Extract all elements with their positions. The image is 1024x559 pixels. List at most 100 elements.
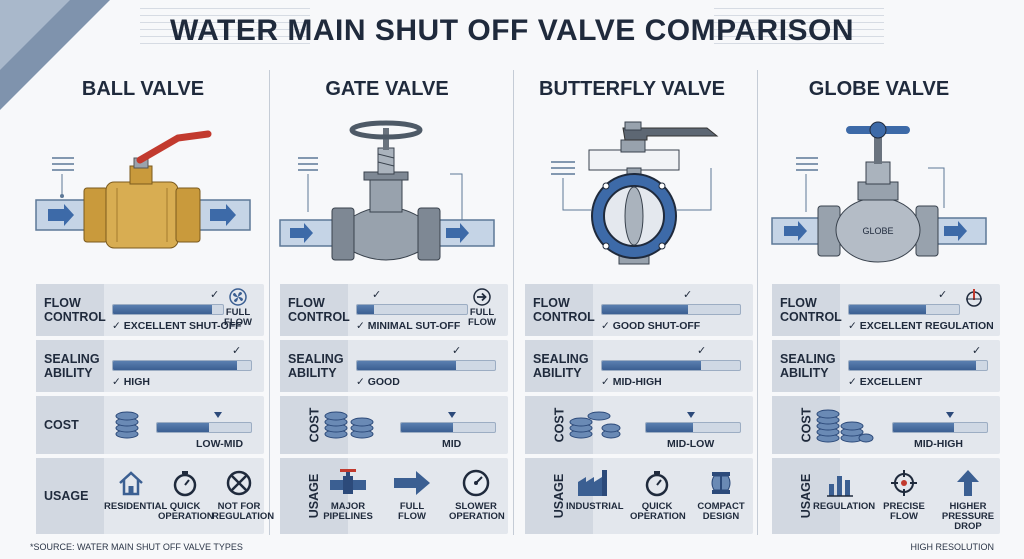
regulation-indicator — [954, 288, 994, 310]
fan-icon — [229, 288, 247, 306]
check-icon: ✓ — [683, 289, 693, 301]
row-label: SEALING ABILITY — [525, 340, 593, 392]
sealing-ability-bar — [356, 360, 496, 371]
cost-row: COST MID-HIGH — [772, 396, 1000, 454]
check-icon: ✓ — [697, 345, 707, 357]
row-label: FLOW CONTROL — [525, 284, 595, 336]
flow-control-row: FLOW CONTROL ✓ ✓ EXCELLENT SHUT-OFF FULL… — [36, 284, 264, 336]
globe-body-label: GLOBE — [862, 226, 893, 236]
column-divider — [513, 70, 514, 535]
row-label: USAGE — [280, 458, 348, 534]
valve-column-butterfly: BUTTERFLY VALVE FLOW CONTROL ✓ ✓ GOOD SH… — [511, 60, 753, 536]
cost-marker — [448, 412, 456, 418]
check-icon: ✓ — [972, 345, 982, 357]
cost-row: COST LOW-MID — [36, 396, 264, 454]
house-icon — [119, 471, 143, 496]
crosshair-icon — [891, 470, 917, 496]
column-divider — [757, 70, 758, 535]
sealing-ability-bar — [848, 360, 988, 371]
pressure-drop-icon — [957, 470, 979, 496]
flow-control-text: ✓ EXCELLENT SHUT-OFF — [112, 320, 242, 332]
stopwatch-icon — [645, 471, 669, 497]
usage-item: QUICK OPERATION — [630, 468, 686, 522]
page-title: WATER MAIN SHUT OFF VALVE COMPARISON — [169, 14, 855, 47]
check-icon: ✓ — [938, 289, 948, 301]
cost-bar — [645, 422, 741, 433]
flow-control-row: FLOW CONTROL ✓ ✓ GOOD SHUT-OFF — [525, 284, 753, 336]
gauge-icon — [462, 469, 490, 497]
full-flow-indicator: FULL FLOW — [462, 288, 502, 328]
coins-icon — [816, 409, 874, 443]
sealing-ability-row: SEALING ABILITY ✓ ✓ GOOD — [280, 340, 508, 392]
usage-item: COMPACT DESIGN — [694, 468, 748, 522]
row-label: SEALING ABILITY — [280, 340, 348, 392]
usage-item: FULL FLOW — [385, 468, 439, 522]
sealing-ability-row: SEALING ABILITY ✓ ✓ MID-HIGH — [525, 340, 753, 392]
row-label: FLOW CONTROL — [280, 284, 350, 336]
cost-text: LOW-MID — [196, 438, 244, 450]
usage-item: HIGHER PRESSURE DROP — [941, 468, 995, 532]
usage-row: USAGE INDUSTRIAL QUICK OPERATION — [525, 458, 753, 534]
pipeline-icon — [330, 469, 366, 494]
no-symbol-icon — [226, 470, 252, 496]
sealing-ability-bar — [601, 360, 741, 371]
usage-row: USAGE RESIDENTIAL QUICK OPERATION — [36, 458, 274, 534]
flow-control-text: ✓ MINIMAL SUT-OFF — [356, 320, 461, 332]
usage-item: INDUSTRIAL — [566, 468, 624, 512]
usage-item: QUICK OPERATION — [158, 468, 214, 522]
cost-marker — [687, 412, 695, 418]
source-note: *SOURCE: WATER MAIN SHUT OFF VALVE TYPES — [30, 542, 243, 552]
flow-control-text: ✓ GOOD SHUT-OFF — [601, 320, 701, 332]
flow-control-bar — [112, 304, 224, 315]
gate-valve-illustration — [279, 120, 495, 261]
column-divider — [269, 70, 270, 535]
valve-title: BUTTERFLY VALVE — [539, 78, 725, 100]
arrow-right-icon — [394, 471, 430, 495]
resolution-note: HIGH RESOLUTION — [910, 542, 994, 552]
compact-valve-icon — [711, 472, 731, 494]
sealing-ability-text: ✓ HIGH — [112, 376, 150, 388]
row-label: FLOW CONTROL — [36, 284, 106, 336]
sealing-ability-bar — [112, 360, 252, 371]
usage-item: PRECISE FLOW — [877, 468, 931, 522]
coins-icon — [115, 411, 139, 439]
flow-control-bar — [848, 304, 960, 315]
crosshair-gauge-icon — [966, 289, 982, 307]
flow-control-row: FLOW CONTROL ✓ ✓ EXCELLENT REGULATION — [772, 284, 1000, 336]
corner-decoration-light — [0, 0, 70, 70]
coins-icon — [324, 411, 374, 439]
usage-item: REGULATION — [813, 468, 875, 512]
flow-control-row: FLOW CONTROL ✓ ✓ MINIMAL SUT-OFF FULL FL… — [280, 284, 508, 336]
hatch-decoration-right — [714, 6, 884, 44]
ball-valve-illustration — [35, 130, 251, 249]
flow-control-bar — [356, 304, 468, 315]
cost-text: MID — [442, 438, 462, 450]
cost-row: COST MID — [280, 396, 508, 454]
usage-item: SLOWER OPERATION — [449, 468, 505, 522]
cost-row: COST MID-LOW — [525, 396, 753, 454]
cost-bar — [156, 422, 252, 433]
valve-column-ball: BALL VALVE FLOW CONTROL ✓ ✓ EXCELLENT SH… — [22, 60, 274, 536]
stopwatch-icon — [173, 471, 197, 497]
check-icon: ✓ — [452, 345, 462, 357]
row-label: USAGE — [36, 458, 104, 534]
row-label: FLOW CONTROL — [772, 284, 842, 336]
coins-icon — [569, 411, 621, 439]
sealing-ability-row: SEALING ABILITY ✓ ✓ EXCELLENT — [772, 340, 1000, 392]
row-label: SEALING ABILITY — [772, 340, 840, 392]
cost-text: MID-HIGH — [914, 438, 963, 450]
sealing-ability-text: ✓ EXCELLENT — [848, 376, 923, 388]
row-label: COST — [36, 396, 104, 454]
flow-control-text: ✓ EXCELLENT REGULATION — [848, 320, 994, 332]
usage-row: USAGE MAJOR PIPELINES FULL FLOW — [280, 458, 508, 534]
cost-bar — [892, 422, 988, 433]
usage-row: USAGE REGULATION — [772, 458, 1000, 534]
sealing-ability-text: ✓ GOOD — [356, 376, 400, 388]
sealing-ability-text: ✓ MID-HIGH — [601, 376, 662, 388]
full-flow-indicator: FULL FLOW — [218, 288, 258, 328]
factory-icon — [578, 470, 607, 496]
cost-marker — [214, 412, 222, 418]
cost-text: MID-LOW — [667, 438, 715, 450]
valve-title: BALL VALVE — [81, 78, 205, 100]
sealing-ability-row: SEALING ABILITY ✓ ✓ HIGH — [36, 340, 264, 392]
